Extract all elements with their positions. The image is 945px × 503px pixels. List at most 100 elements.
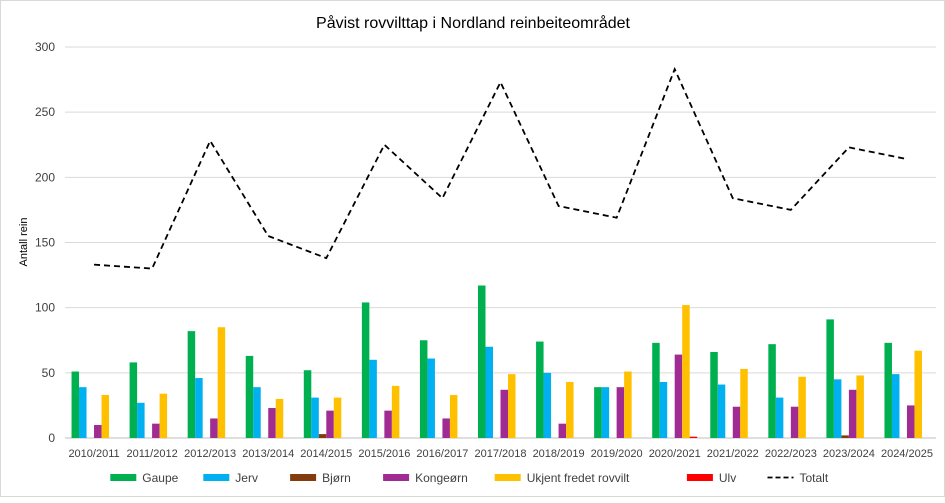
x-tick-label: 2024/2025	[881, 448, 933, 460]
legend: Gaupe Jerv Bjørn Kongeørn Ukjent fredet rovv…	[110, 471, 829, 485]
bar-gaupe-2011-2012	[129, 362, 138, 438]
y-tick-label: 150	[35, 236, 55, 250]
bar-konge-rn-2024-2025	[906, 405, 915, 438]
bar-konge-rn-2016-2017	[442, 418, 450, 438]
bar-konge-rn-2013-2014	[268, 408, 276, 438]
bar-konge-rn-2017-2018	[500, 389, 508, 438]
bar-ukjent-fredet-rovvilt-2024-2025	[914, 350, 922, 438]
bar-konge-rn-2012-2013	[210, 418, 218, 438]
bar-gaupe-2014-2015	[303, 370, 312, 438]
bar-gaupe-2012-2013	[187, 331, 196, 438]
bar-ukjent-fredet-rovvilt-2021-2022	[740, 368, 748, 438]
bar-gaupe-2023-2024	[826, 319, 834, 438]
y-tick-label: 50	[42, 366, 56, 380]
y-tick-label: 100	[35, 301, 55, 315]
x-tick-labels: 2010/2011 2011/2012 2012/2013 2013/2014 2014…	[68, 448, 933, 460]
legend-swatch-bj-rn	[290, 474, 317, 481]
x-tick-label: 2022/2023	[765, 448, 817, 460]
x-tick-label: 2021/2022	[707, 448, 759, 460]
bar-konge-rn-2011-2012	[152, 423, 160, 438]
bar-gaupe-2017-2018	[478, 285, 486, 438]
total-line	[93, 66, 908, 270]
legend-label-konge-rn: Kongeørn	[415, 471, 468, 485]
bar-gaupe-2015-2016	[361, 302, 370, 438]
bar-jerv-2020-2021	[659, 381, 668, 438]
bar-konge-rn-2019-2020	[616, 387, 625, 438]
x-tick-label: 2013/2014	[242, 448, 294, 460]
bar-konge-rn-2021-2022	[732, 406, 741, 438]
legend-swatch-gaupe	[110, 474, 137, 481]
bar-bj-rn-2014-2015	[318, 434, 327, 438]
bar-jerv-2018-2019	[543, 372, 552, 438]
legend-label-ulv: Ulv	[719, 471, 736, 485]
bar-jerv-2010-2011	[79, 387, 87, 438]
bar-ukjent-fredet-rovvilt-2015-2016	[391, 385, 400, 438]
gridlines	[65, 46, 936, 439]
bar-jerv-2022-2023	[775, 397, 784, 438]
bar-jerv-2011-2012	[137, 402, 145, 438]
y-tick-label: 250	[35, 105, 55, 119]
bar-ukjent-fredet-rovvilt-2016-2017	[449, 394, 458, 438]
bar-ukjent-fredet-rovvilt-2019-2020	[624, 371, 632, 438]
bar-ukjent-fredet-rovvilt-2017-2018	[508, 374, 516, 438]
bar-gaupe-2013-2014	[245, 355, 254, 438]
y-tick-label: 300	[35, 40, 55, 54]
line-totalt	[93, 66, 908, 270]
x-tick-label: 2019/2020	[591, 448, 643, 460]
bar-gaupe-2010-2011	[71, 371, 80, 438]
bar-jerv-2015-2016	[369, 359, 377, 438]
legend-swatch-jerv	[203, 474, 230, 481]
bar-ukjent-fredet-rovvilt-2020-2021	[682, 305, 690, 438]
legend-label-jerv: Jerv	[235, 471, 258, 485]
bar-jerv-2014-2015	[311, 397, 319, 438]
bar-gaupe-2022-2023	[768, 344, 776, 438]
x-tick-label: 2018/2019	[533, 448, 585, 460]
y-tick-label: 200	[35, 170, 55, 184]
bar-konge-rn-2014-2015	[326, 410, 334, 438]
bar-jerv-2021-2022	[717, 384, 726, 438]
bar-jerv-2016-2017	[427, 358, 435, 438]
bar-ukjent-fredet-rovvilt-2014-2015	[333, 397, 342, 438]
bar-ukjent-fredet-rovvilt-2011-2012	[159, 393, 168, 438]
bar-konge-rn-2015-2016	[384, 410, 392, 438]
y-tick-labels: 0 50 100 150 200 250 300	[35, 40, 55, 445]
bar-ukjent-fredet-rovvilt-2018-2019	[566, 381, 574, 438]
y-tick-label: 0	[48, 431, 55, 445]
legend-swatch-ulv	[686, 474, 713, 481]
bar-gaupe-2016-2017	[419, 340, 428, 438]
x-tick-label: 2017/2018	[475, 448, 527, 460]
legend-swatch-ukjent-fredet-rovvilt	[494, 474, 521, 481]
x-tick-label: 2014/2015	[300, 448, 352, 460]
x-tick-label: 2023/2024	[823, 448, 875, 460]
bar-jerv-2017-2018	[485, 346, 493, 438]
bar-gaupe-2020-2021	[652, 342, 660, 438]
bar-gaupe-2019-2020	[594, 387, 602, 438]
bar-gaupe-2024-2025	[884, 342, 892, 438]
bar-gaupe-2018-2019	[536, 341, 544, 438]
x-tick-label: 2010/2011	[68, 448, 119, 460]
legend-swatch-konge-rn	[383, 474, 410, 481]
x-tick-label: 2016/2017	[416, 448, 468, 460]
legend-label-ukjent-fredet-rovvilt: Ukjent fredet rovvilt	[527, 471, 630, 485]
bar-gaupe-2021-2022	[710, 351, 718, 438]
bar-ukjent-fredet-rovvilt-2010-2011	[101, 394, 110, 438]
bar-jerv-2024-2025	[891, 374, 900, 438]
x-tick-label: 2020/2021	[649, 448, 701, 460]
bar-konge-rn-2022-2023	[790, 406, 799, 438]
x-tick-label: 2015/2016	[358, 448, 410, 460]
chart-title: Påvist rovvilttap i Nordland reinbeiteom…	[316, 14, 630, 32]
bar-jerv-2019-2020	[601, 387, 610, 438]
bar-jerv-2013-2014	[253, 387, 261, 438]
legend-label-bj-rn: Bjørn	[322, 471, 351, 485]
legend-label-totalt: Totalt	[800, 471, 829, 485]
bar-ukjent-fredet-rovvilt-2013-2014	[275, 398, 284, 438]
bar-konge-rn-2010-2011	[94, 424, 102, 438]
bars	[71, 285, 922, 438]
bar-konge-rn-2023-2024	[848, 389, 857, 438]
legend-label-gaupe: Gaupe	[142, 471, 178, 485]
bar-ukjent-fredet-rovvilt-2012-2013	[217, 327, 226, 438]
bar-ukjent-fredet-rovvilt-2023-2024	[856, 375, 864, 438]
bar-bj-rn-2023-2024	[841, 435, 849, 438]
y-axis-label: Antall rein	[18, 218, 30, 267]
